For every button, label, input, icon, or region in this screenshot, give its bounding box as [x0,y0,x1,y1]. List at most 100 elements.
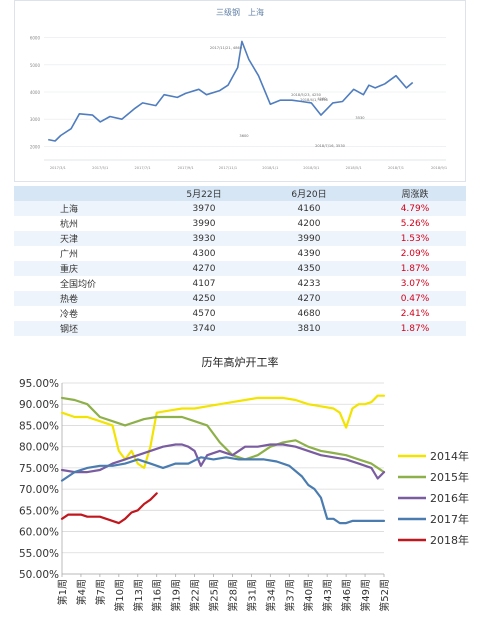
blast-furnace-x-tick-label: 第4周 [75,579,88,605]
blast-furnace-x-tick-label: 第43周 [321,579,334,612]
legend-label: 2014年 [430,449,469,463]
price-table: 5月22日 6月20日 周涨跌 上海 3970 4160 4.79% 杭州 3990 4200 5… [14,186,466,336]
blast-furnace-y-tick-label: 65.00% [19,505,59,517]
price-table-change: 0.47% [364,291,466,306]
price-table-region: 重庆 [14,261,154,276]
blast-furnace-x-tick-label: 第10周 [113,579,126,612]
top-chart-y-tick-label: 2000 [30,144,41,149]
blast-furnace-series-line [60,396,386,474]
price-table-change: 5.26% [364,216,466,231]
price-table-change: 4.79% [364,201,466,216]
blast-furnace-x-tick-label: 第31周 [245,579,258,612]
price-table-region: 热卷 [14,291,154,306]
top-chart-y-tick-label: 5000 [30,63,41,68]
price-table-column-header: 6月20日 [254,186,364,201]
price-table-change: 3.07% [364,276,466,291]
top-chart-price-line [48,40,414,142]
price-table-price: 4570 [154,306,254,321]
top-chart-gridlines [44,37,446,161]
price-table-change: 1.53% [364,231,466,246]
blast-furnace-y-tick-label: 70.00% [19,484,59,496]
blast-furnace-x-tick-label: 第28周 [226,579,239,612]
price-table-change: 2.41% [364,306,466,321]
price-table-price: 4107 [154,276,254,291]
price-table-price: 4250 [154,291,254,306]
price-table-region: 上海 [14,201,154,216]
blast-furnace-series-line [60,492,158,525]
price-table-price: 4270 [254,291,364,306]
price-table-region: 冷卷 [14,306,154,321]
blast-furnace-y-tick-label: 80.00% [19,442,59,454]
price-table-price: 4300 [154,246,254,261]
price-table-price: 3990 [254,231,364,246]
blast-furnace-y-tick-label: 50.00% [19,569,59,581]
price-table-price: 4680 [254,306,364,321]
legend-label: 2016年 [430,491,469,505]
price-table-price: 4390 [254,246,364,261]
blast-furnace-y-tick-label: 60.00% [19,527,59,539]
top-chart-y-tick-label: 3000 [30,117,41,122]
price-table-region: 广州 [14,246,154,261]
price-table-column-header: 周涨跌 [364,186,466,201]
top-chart-annotation: 3600 [239,134,249,138]
price-table-price: 4270 [154,261,254,276]
blast-furnace-y-tick-label: 75.00% [19,463,59,475]
blast-furnace-chart: 历年高炉开工率 95.00% 90.00% 85.00% 80.00% 75.00% 70… [19,355,469,612]
top-chart-y-tick-label: 4000 [30,90,41,95]
price-table-region: 杭州 [14,216,154,231]
blast-furnace-x-tick-label: 第52周 [378,579,391,612]
price-table-change: 2.09% [364,246,466,261]
price-table-price: 4200 [254,216,364,231]
blast-furnace-series [60,394,386,525]
blast-furnace-x-tick-label: 第46周 [340,579,353,612]
price-table-price: 4160 [254,201,364,216]
blast-furnace-x-tick-label: 第25周 [208,579,221,612]
top-chart-x-tick-label: 2017/5/1 [92,166,108,170]
legend-label: 2015年 [430,470,469,484]
blast-furnace-x-tick-label: 第13周 [132,579,145,612]
top-chart-x-ticks: 2017/3/1 2017/5/1 2017/7/1 2017/9/1 2017/11/… [50,166,447,170]
legend-label: 2018年 [430,533,469,547]
top-chart-x-tick-label: 2018/7/1 [388,166,404,170]
top-chart-title: 三级钢 上海 [216,7,264,17]
blast-furnace-x-tick-label: 第1周 [56,579,69,605]
blast-furnace-y-tick-label: 55.00% [19,548,59,560]
legend-label: 2017年 [430,512,469,526]
price-table-change: 1.87% [364,261,466,276]
table-row: 杭州 3990 4200 5.26% [14,216,466,231]
top-chart-x-tick-label: 2017/7/1 [135,166,151,170]
top-chart-annotation: 4160 [317,97,327,101]
top-chart-series [48,40,414,142]
top-chart-annotation: 2018/5/23, 4250 [291,93,322,97]
table-row: 重庆 4270 4350 1.87% [14,261,466,276]
price-table-body: 上海 3970 4160 4.79% 杭州 3990 4200 5.26% 天津 3930 3990… [14,201,466,336]
blast-furnace-y-tick-label: 85.00% [19,420,59,432]
price-table-region: 天津 [14,231,154,246]
top-chart-y-ticks: 6000 5000 4000 3000 2000 [30,36,41,150]
top-chart-annotation: 2017/11/21, 4860 [210,46,243,50]
price-table-price: 3740 [154,321,254,336]
top-chart-background [14,0,466,182]
top-chart-y-tick-label: 6000 [30,36,41,41]
top-chart-x-tick-label: 2018/3/1 [303,166,319,170]
blast-furnace-y-tick-label: 90.00% [19,399,59,411]
blast-furnace-series-line [60,443,386,480]
blast-furnace-series-line [60,456,386,525]
blast-furnace-x-tick-label: 第49周 [359,579,372,612]
top-chart-x-tick-label: 2018/9/1 [431,166,447,170]
price-table-column-header: 5月22日 [154,186,254,201]
price-table-region: 钢坯 [14,321,154,336]
blast-furnace-y-tick-label: 95.00% [19,378,59,390]
table-row: 冷卷 4570 4680 2.41% [14,306,466,321]
price-table-region: 全国均价 [14,276,154,291]
table-row: 热卷 4250 4270 0.47% [14,291,466,306]
price-table-change: 1.87% [364,321,466,336]
blast-furnace-y-ticks: 95.00% 90.00% 85.00% 80.00% 75.00% 70.00% 65.0… [19,378,59,581]
blast-furnace-legend: 2014年 2015年 2016年 2017年 2018年 [398,449,469,547]
price-table-price: 3990 [154,216,254,231]
blast-furnace-x-tick-label: 第19周 [170,579,183,612]
top-chart-annotation: 2018/4/1, 4336 [300,98,328,102]
table-row: 上海 3970 4160 4.79% [14,201,466,216]
